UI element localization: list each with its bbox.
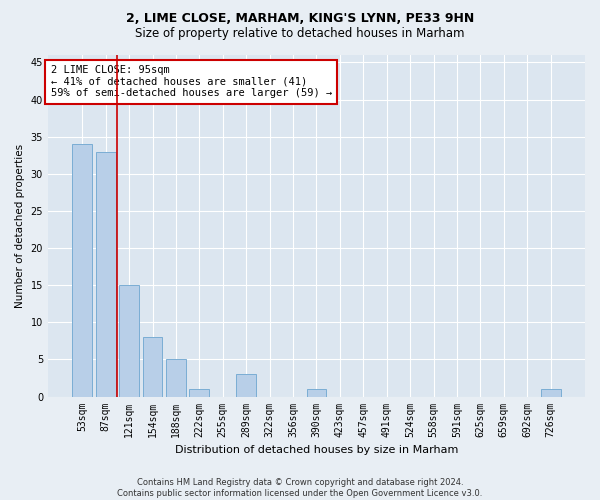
Bar (73, 144, 92, 397)
Bar (119, 285, 139, 397)
X-axis label: Distribution of detached houses by size in Marham: Distribution of detached houses by size … (175, 445, 458, 455)
Bar (190, 389, 209, 396)
Bar (541, 389, 560, 396)
Text: Size of property relative to detached houses in Marham: Size of property relative to detached ho… (135, 28, 465, 40)
Text: 2, LIME CLOSE, MARHAM, KING'S LYNN, PE33 9HN: 2, LIME CLOSE, MARHAM, KING'S LYNN, PE33… (126, 12, 474, 26)
Text: 2 LIME CLOSE: 95sqm
← 41% of detached houses are smaller (41)
59% of semi-detach: 2 LIME CLOSE: 95sqm ← 41% of detached ho… (50, 65, 332, 98)
Bar (96, 152, 116, 396)
Bar (166, 360, 186, 397)
Y-axis label: Number of detached properties: Number of detached properties (15, 144, 25, 308)
Bar (143, 337, 163, 396)
Bar (307, 389, 326, 396)
Text: Contains HM Land Registry data © Crown copyright and database right 2024.
Contai: Contains HM Land Registry data © Crown c… (118, 478, 482, 498)
Bar (236, 374, 256, 396)
